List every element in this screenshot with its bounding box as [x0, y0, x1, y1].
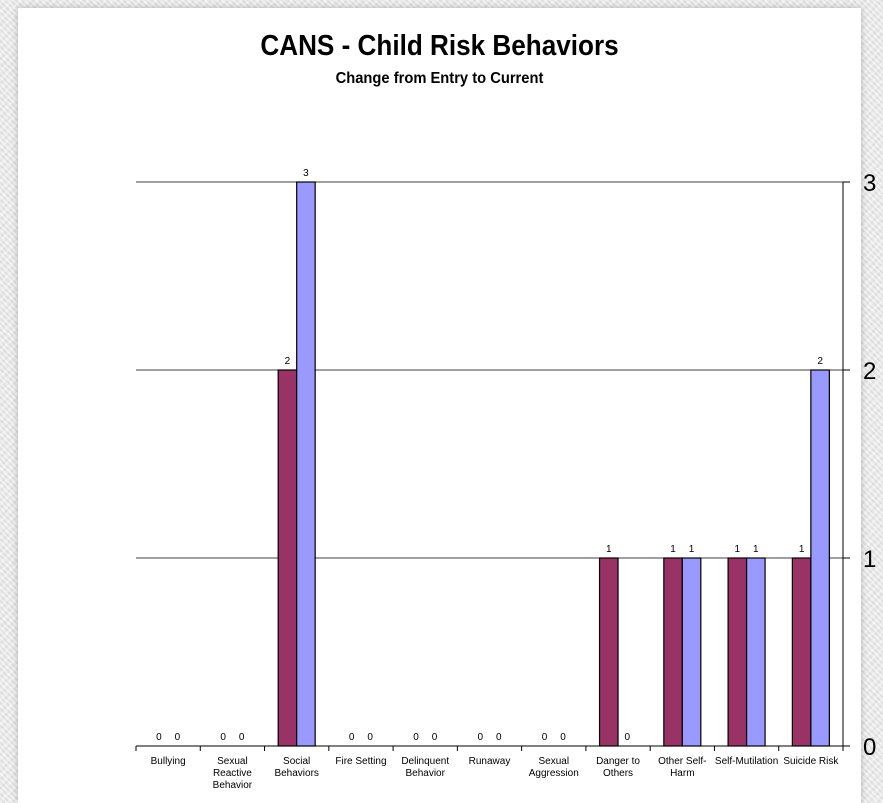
chart-panel: CANS - Child Risk Behaviors Change from … [18, 8, 861, 803]
x-tick-label: Sexual Aggression [529, 756, 579, 779]
data-label: 0 [220, 732, 226, 743]
data-label: 0 [239, 732, 245, 743]
data-label: 3 [303, 168, 309, 179]
data-label: 1 [670, 544, 676, 555]
x-tick-label: Self-Mutilation [715, 756, 778, 767]
data-label: 0 [560, 732, 566, 743]
y-tick-label: 2 [863, 358, 876, 385]
y-tick-label: 3 [863, 170, 876, 197]
x-tick-label: Bullying [151, 756, 186, 767]
bar [681, 557, 702, 747]
data-label: 0 [477, 732, 483, 743]
data-label: 1 [735, 544, 741, 555]
data-label: 0 [496, 732, 502, 743]
x-tick-label: Danger to Others [596, 756, 640, 779]
data-label: 1 [753, 544, 759, 555]
data-label: 0 [175, 732, 181, 743]
data-label: 1 [689, 544, 695, 555]
bar [810, 369, 830, 747]
data-label: 2 [285, 356, 291, 367]
data-label: 0 [625, 732, 631, 743]
data-label: 1 [606, 544, 612, 555]
data-label: 0 [432, 732, 438, 743]
bar [296, 181, 316, 747]
bar [791, 557, 812, 747]
y-tick-label: 1 [863, 546, 876, 573]
bar [277, 369, 298, 747]
bar [663, 557, 683, 747]
x-tick-label: Sexual Reactive Behavior [213, 756, 253, 791]
data-label: 1 [799, 544, 805, 555]
bar [727, 557, 748, 747]
chart-subtitle: Change from Entry to Current [335, 70, 544, 87]
data-label: 0 [413, 732, 419, 743]
x-tick-label: Social Behaviors [274, 756, 318, 779]
x-tick-label: Runaway [469, 756, 511, 767]
data-label: 0 [349, 732, 355, 743]
bar [598, 557, 619, 747]
y-tick-label: 0 [863, 734, 876, 761]
bar [745, 557, 766, 747]
data-label: 0 [542, 732, 548, 743]
x-tick-label: Suicide Risk [783, 756, 839, 767]
x-tick-label: Delinquent Behavior [401, 756, 449, 779]
x-tick-label: Other Self-Harm [658, 756, 706, 779]
data-label: 0 [367, 732, 373, 743]
chart-title: CANS - Child Risk Behaviors [260, 30, 619, 62]
data-label: 2 [817, 356, 823, 367]
x-tick-label: Fire Setting [335, 756, 386, 767]
data-label: 0 [156, 732, 162, 743]
